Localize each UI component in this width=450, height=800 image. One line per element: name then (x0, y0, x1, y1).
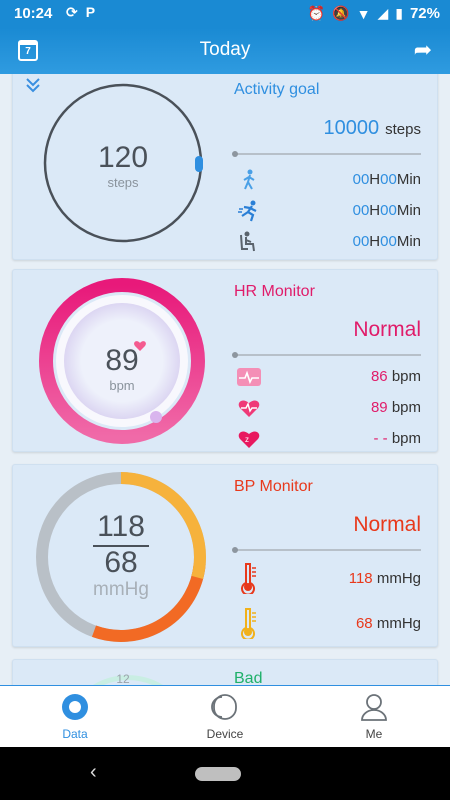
thermometer-yellow-icon (236, 606, 262, 640)
signal-icon: ◢ (377, 5, 389, 21)
latest-hr-value: 89 (370, 399, 388, 416)
diastolic-value: 68 (355, 615, 373, 632)
page-title: Today (199, 39, 251, 60)
sleep-hr-row: z - - bpm (234, 427, 421, 451)
data-tab-icon (62, 694, 88, 720)
walking-icon (236, 168, 262, 192)
nav-me[interactable]: Me (314, 692, 434, 741)
wifi-icon: ▼ (356, 5, 371, 22)
bottom-nav: Data Device Me (0, 685, 450, 747)
resting-hr-value: 86 (370, 368, 388, 385)
next-card-ring (93, 675, 163, 685)
hr-monitor-card[interactable]: 89 bpm HR Monitor Normal 86 bpm 89 bpm z… (12, 269, 438, 452)
steps-ring (43, 83, 203, 243)
sync-icon: ⟳ (66, 4, 78, 20)
ecg-icon (236, 365, 262, 389)
bp-status: Normal (353, 513, 421, 536)
run-time-row: 00H00Min (234, 199, 421, 223)
alarm-icon: ⏰ (307, 5, 326, 21)
steps-unit: steps (107, 175, 139, 190)
battery-icon: ▮ (395, 5, 403, 21)
bp-monitor-title: BP Monitor (234, 478, 313, 495)
bp-monitor-card[interactable]: 118 68 mmHg BP Monitor Normal 118 mmHg 6… (12, 464, 438, 647)
status-bar: 10:24 ⟳ P ⏰ 🔕 ▼ ◢ ▮ 72% (0, 0, 450, 28)
next-card-title: Bad (234, 670, 263, 685)
home-pill[interactable] (195, 767, 241, 781)
thermometer-red-icon (236, 561, 262, 595)
bp-unit: mmHg (93, 579, 149, 600)
sleep-heart-icon: z (236, 427, 262, 451)
profile-tab-icon (361, 694, 387, 721)
latest-hr-row: 89 bpm (234, 396, 421, 420)
bp-fraction-line (93, 545, 149, 547)
next-card-value: 12 (116, 672, 130, 685)
sit-time-row: 00H00Min (234, 230, 421, 254)
hr-status: Normal (353, 318, 421, 341)
app-bar: 7 Today ➦ (0, 28, 450, 74)
sitting-icon (236, 230, 262, 254)
running-icon (236, 199, 262, 223)
blood-pressure-ring (36, 472, 206, 642)
activity-goal-title: Activity goal (234, 81, 320, 98)
back-icon[interactable]: ‹ (90, 761, 97, 783)
battery-percent: 72% (409, 5, 440, 22)
status-time: 10:24 (14, 5, 53, 22)
steps-progress-knob (195, 156, 203, 172)
diastolic-row: 68 mmHg (234, 606, 421, 640)
hr-divider (232, 352, 421, 358)
bp-systolic: 118 (97, 510, 145, 543)
expand-chevrons-icon[interactable] (25, 77, 55, 101)
nav-device[interactable]: Device (165, 692, 285, 741)
activity-divider (232, 151, 421, 157)
systolic-value: 118 (348, 570, 373, 587)
sleep-hr-value: - - (373, 430, 388, 447)
device-tab-icon (211, 694, 237, 720)
next-card[interactable]: 12 Bad (12, 659, 438, 685)
heart-rate-ring (39, 278, 205, 444)
nav-data[interactable]: Data (15, 692, 135, 741)
resting-hr-row: 86 bpm (234, 365, 421, 389)
hr-value: 89 (105, 344, 139, 377)
parking-icon: P (85, 4, 96, 20)
steps-value: 120 (97, 141, 149, 174)
mute-icon: 🔕 (332, 5, 350, 21)
hr-unit: bpm (109, 378, 135, 393)
svg-text:z: z (245, 435, 249, 444)
systolic-row: 118 mmHg (234, 561, 421, 595)
walk-time-row: 00H00Min (234, 168, 421, 192)
activity-goal-value: 10000 (323, 117, 380, 139)
hr-monitor-title: HR Monitor (234, 283, 315, 300)
calendar-icon[interactable]: 7 (18, 40, 38, 61)
activity-goal-unit: steps (385, 121, 421, 138)
share-icon[interactable]: ➦ (413, 37, 432, 62)
activity-card[interactable]: 120 steps Activity goal 10000 steps 00H0… (12, 74, 438, 260)
bp-diastolic: 68 (104, 546, 138, 579)
system-nav-bar: ‹ (0, 747, 450, 800)
dashboard-scroll[interactable]: 120 steps Activity goal 10000 steps 00H0… (0, 74, 450, 685)
bp-divider (232, 547, 421, 553)
heart-pulse-icon (236, 396, 262, 420)
